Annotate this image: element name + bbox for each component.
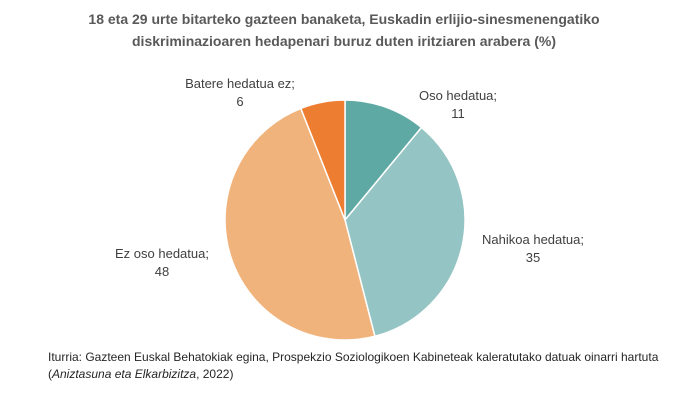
slice-value: 35 (526, 250, 540, 265)
source-text: Aniztasuna eta Elkarbizitza (52, 367, 197, 381)
slice-label: Oso hedatua; (419, 88, 497, 103)
pie-slice (224, 107, 376, 341)
chart-title: 18 eta 29 urte bitarteko gazteen banaket… (88, 11, 599, 27)
pie-slice (344, 126, 466, 338)
source-text: Iturria: Gazteen Euskal Behatokiak egina… (48, 350, 659, 381)
slice-value: 11 (451, 106, 465, 121)
source-note: Iturria: Gazteen Euskal Behatokiak egina… (48, 349, 668, 383)
source-text: , 2022) (196, 367, 234, 381)
pie-slice (299, 99, 346, 221)
slice-value: 6 (236, 94, 243, 109)
slice-label: Ez oso hedatua; (115, 246, 209, 261)
slice-label: Batere hedatua ez; (185, 76, 295, 91)
slice-label: Nahikoa hedatua; (482, 232, 584, 247)
chart-title: diskriminazioaren hedapenari buruz duten… (132, 33, 556, 49)
slice-value: 48 (155, 264, 169, 279)
pie-slice (344, 99, 423, 223)
